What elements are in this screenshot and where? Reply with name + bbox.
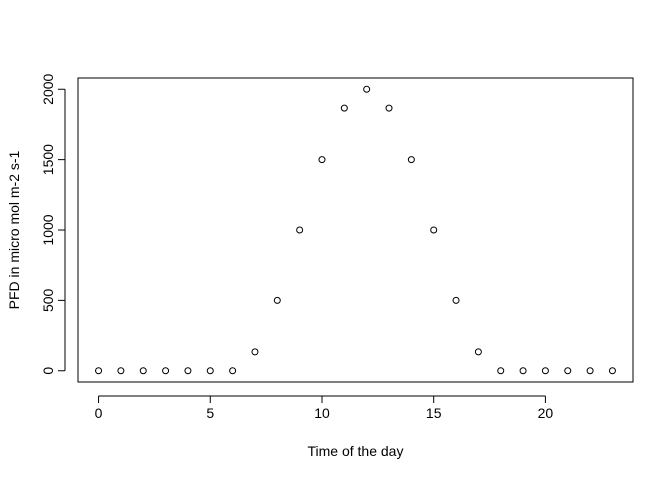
data-point: [608, 367, 616, 375]
data-point: [229, 367, 237, 375]
data-point: [340, 104, 348, 112]
data-point: [452, 296, 460, 304]
data-point: [541, 367, 549, 375]
x-tick-label: 10: [314, 405, 330, 421]
y-tick-label: 500: [40, 288, 56, 312]
data-point: [430, 226, 438, 234]
x-axis: 0 5 10 15 20: [95, 395, 554, 421]
x-tick-label: 20: [538, 405, 554, 421]
plot-area-box: [77, 77, 634, 383]
y-axis-label: PFD in micro mol m-2 s-1: [6, 150, 22, 309]
data-point: [385, 104, 393, 112]
x-tick-label: 5: [206, 405, 214, 421]
data-point: [117, 367, 125, 375]
data-points: [95, 85, 616, 375]
data-point: [497, 367, 505, 375]
y-tick-label: 1500: [40, 144, 56, 175]
data-point: [407, 156, 415, 164]
y-tick-label: 1000: [40, 214, 56, 245]
data-point: [586, 367, 594, 375]
data-point: [273, 296, 281, 304]
data-point: [251, 348, 259, 356]
x-tick-label: 15: [426, 405, 442, 421]
data-point: [162, 367, 170, 375]
y-tick-label: 2000: [40, 73, 56, 104]
data-point: [95, 367, 103, 375]
data-point: [184, 367, 192, 375]
x-tick-label: 0: [95, 405, 103, 421]
data-point: [139, 367, 147, 375]
data-point: [363, 85, 371, 93]
data-point: [206, 367, 214, 375]
data-point: [519, 367, 527, 375]
data-point: [474, 348, 482, 356]
data-point: [318, 156, 326, 164]
y-axis: 0 500 1000 1500 2000: [40, 73, 66, 375]
data-point: [296, 226, 304, 234]
x-axis-label: Time of the day: [308, 443, 404, 459]
y-tick-label: 0: [40, 367, 56, 375]
data-point: [564, 367, 572, 375]
